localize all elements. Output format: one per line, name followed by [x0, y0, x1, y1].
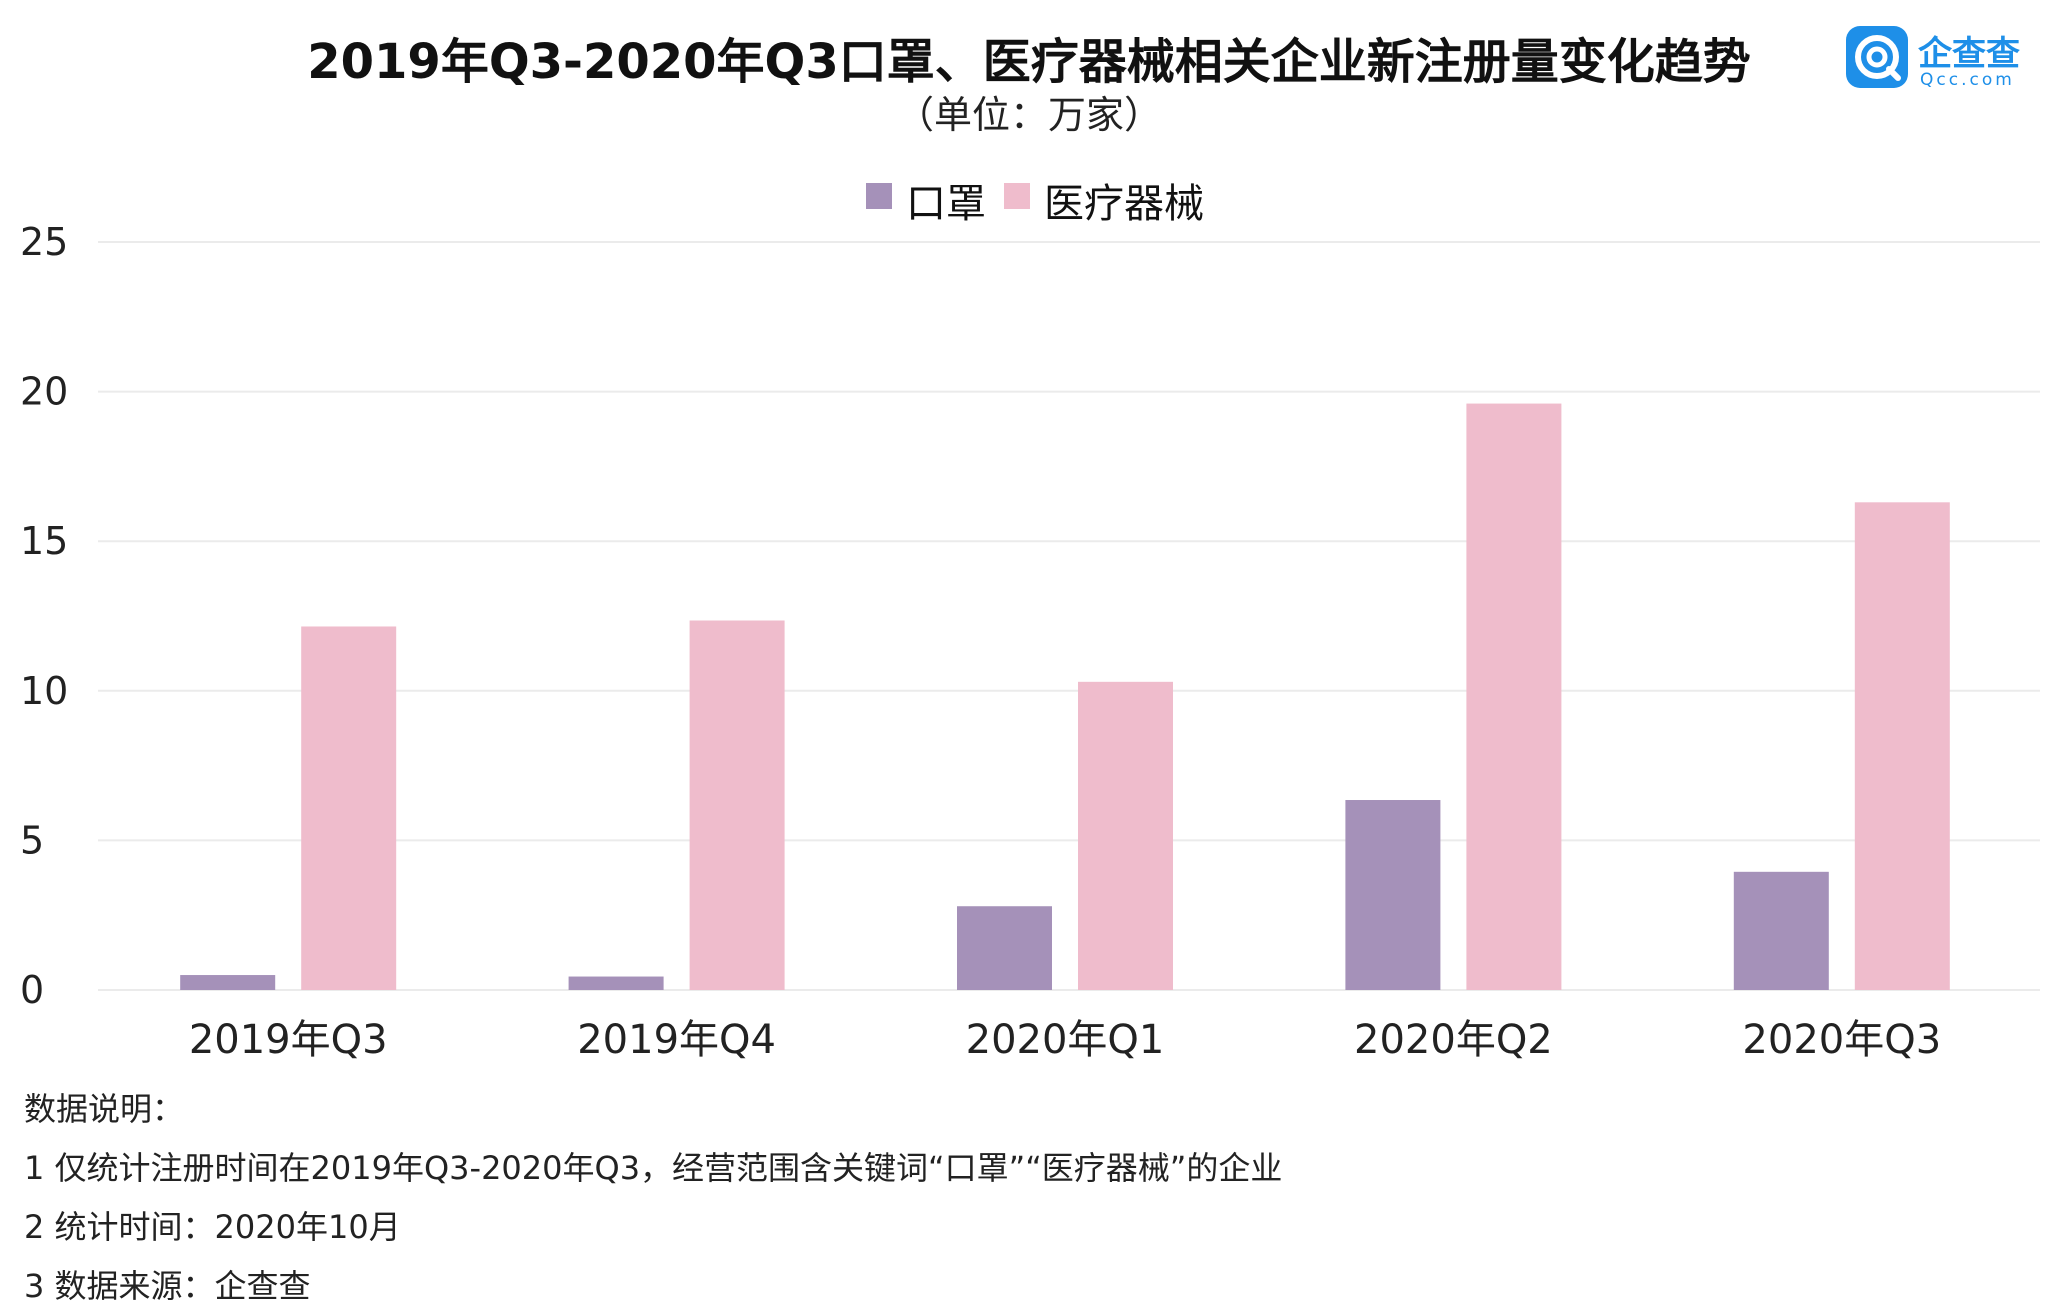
y-tick-label: 0	[20, 968, 44, 1012]
note-line-2: 2 统计时间：2020年10月	[24, 1208, 401, 1246]
bar-medical-device	[301, 626, 397, 990]
x-tick-label: 2020年Q3	[1742, 1017, 1941, 1063]
x-axis-tick-labels: 2019年Q3 2019年Q4 2020年Q1 2020年Q2 2020年Q3	[189, 1017, 1941, 1063]
bar-medical-device	[1466, 403, 1562, 990]
bar-medical-device	[689, 620, 785, 990]
y-tick-label: 25	[20, 220, 68, 264]
notes-heading: 数据说明：	[24, 1090, 185, 1128]
qcc-logo-icon	[1846, 26, 1908, 88]
bar-mask	[957, 906, 1052, 990]
y-tick-label: 10	[20, 669, 68, 713]
bar-mask	[180, 975, 276, 990]
bar-medical-device	[1078, 681, 1173, 990]
x-tick-label: 2019年Q3	[189, 1017, 388, 1063]
note-line-3: 3 数据来源：企查查	[24, 1267, 311, 1305]
legend-label: 口罩	[906, 181, 986, 227]
logo-name: 企查查	[1918, 34, 2020, 74]
grid-lines	[98, 241, 2040, 991]
logo-domain: Qcc.com	[1920, 70, 2015, 90]
bar-medical-device	[1854, 502, 1950, 990]
note-line-1: 1 仅统计注册时间在2019年Q3-2020年Q3，经营范围含关键词“口罩”“医…	[24, 1149, 1283, 1187]
x-tick-label: 2020年Q1	[966, 1017, 1165, 1063]
legend-label: 医疗器械	[1044, 181, 1204, 227]
data-notes: 数据说明： 1 仅统计注册时间在2019年Q3-2020年Q3，经营范围含关键词…	[24, 1080, 1282, 1316]
chart-title: 2019年Q3-2020年Q3口罩、医疗器械相关企业新注册量变化趋势	[307, 34, 1751, 90]
chart-subtitle: （单位：万家）	[895, 93, 1162, 137]
x-tick-label: 2020年Q2	[1354, 1017, 1553, 1063]
bar-mask	[1345, 800, 1441, 990]
brand-logo: 企查查 Qcc.com	[1846, 26, 2036, 92]
bar-mask	[568, 976, 664, 990]
y-tick-label: 15	[20, 519, 68, 563]
x-tick-label: 2019年Q4	[577, 1017, 776, 1063]
bar-mask	[1733, 871, 1829, 990]
y-tick-label: 20	[20, 370, 68, 414]
y-axis-tick-labels: 0 5 10 15 20 25	[20, 220, 68, 1012]
bars	[180, 403, 1950, 990]
legend-swatch	[866, 183, 892, 209]
legend-swatch	[1004, 183, 1030, 209]
legend: 口罩 医疗器械	[866, 181, 1204, 227]
y-tick-label: 5	[20, 818, 44, 862]
